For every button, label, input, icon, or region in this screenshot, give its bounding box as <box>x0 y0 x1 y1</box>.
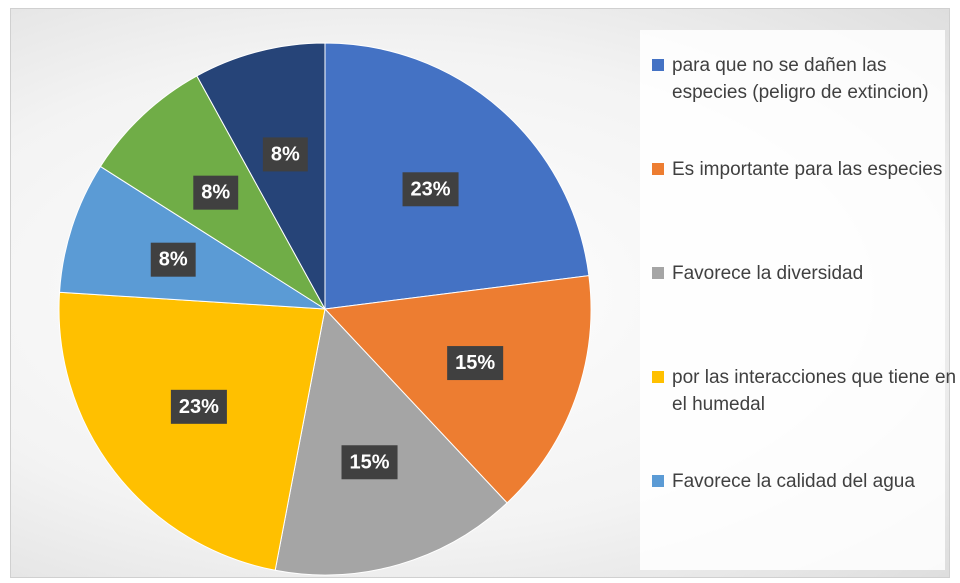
legend-item: Favorece la calidad del agua <box>652 468 960 495</box>
data-label: 23% <box>179 396 219 418</box>
legend-label: Favorece la diversidad <box>672 263 864 284</box>
data-label: 8% <box>201 182 230 204</box>
legend: para que no se dañen las especies (pelig… <box>640 30 956 570</box>
data-label: 23% <box>411 178 451 200</box>
data-label-box <box>150 242 196 277</box>
data-label: 15% <box>350 451 390 473</box>
pie-chart: 23% 15% 15% 23% 8% 8% 8% <box>58 42 592 576</box>
legend-item: Es importante para las especies <box>652 156 960 183</box>
pie-slice <box>323 275 592 504</box>
data-label-box <box>402 172 459 207</box>
legend-label: por las interacciones que tiene en el hu… <box>672 367 957 415</box>
data-label-box <box>262 137 308 172</box>
data-label-box <box>170 389 227 424</box>
pie-slice <box>196 42 326 310</box>
legend-label: Es importante para las especies <box>672 159 943 180</box>
data-label: 15% <box>455 352 495 374</box>
legend-label: Favorece la calidad del agua <box>672 471 915 492</box>
legend-swatch <box>652 267 664 279</box>
legend-swatch <box>652 475 664 487</box>
legend-swatch <box>652 371 664 383</box>
data-label: 8% <box>159 249 188 271</box>
legend-swatch <box>652 59 664 71</box>
legend-item: Favorece la diversidad <box>652 260 960 287</box>
data-label-box <box>447 346 504 381</box>
data-label-box <box>193 175 239 210</box>
pie-slice <box>58 165 326 310</box>
legend-item: por las interacciones que tiene en el hu… <box>652 364 960 418</box>
pie-slice <box>274 307 508 576</box>
legend-swatch <box>652 163 664 175</box>
legend-item: para que no se dañen las especies (pelig… <box>652 52 960 106</box>
data-label-box <box>341 445 398 480</box>
data-label: 8% <box>271 143 300 165</box>
pie-slice <box>58 291 326 571</box>
legend-label: para que no se dañen las especies (pelig… <box>672 55 929 103</box>
